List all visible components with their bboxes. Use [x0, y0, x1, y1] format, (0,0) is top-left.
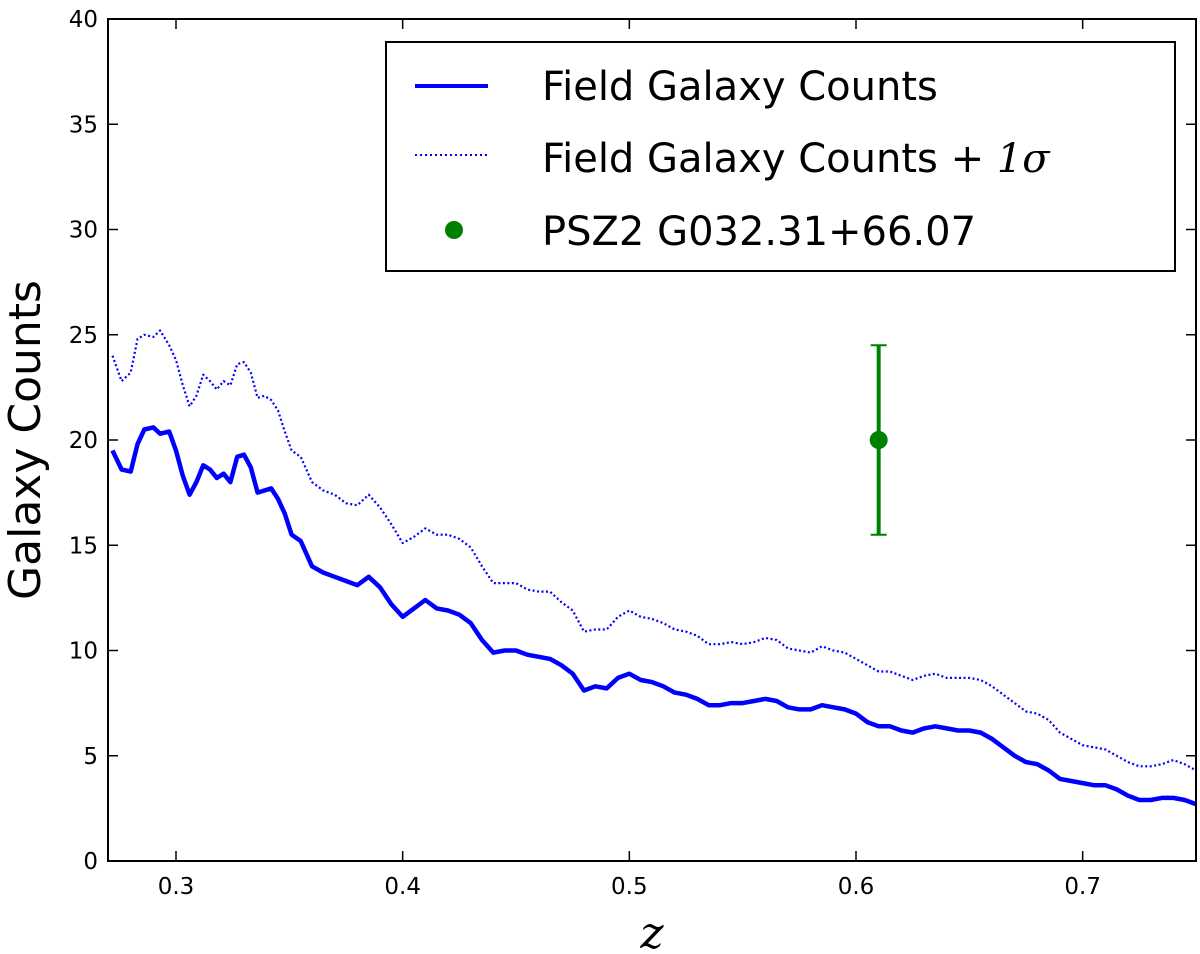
y-tick-label: 10: [69, 639, 98, 665]
x-tick-label: 0.7: [1064, 874, 1101, 900]
legend-entry-field-counts: Field Galaxy Counts: [542, 64, 938, 110]
y-axis-label: Galaxy Counts: [0, 280, 51, 600]
y-tick-label: 0: [83, 849, 98, 875]
legend-entry-field-counts-plus-sigma: Field Galaxy Counts + 1σ: [542, 136, 1051, 182]
legend-entry-2-prefix: Field Galaxy Counts +: [542, 136, 997, 182]
legend-entry-2-math: 1σ: [997, 136, 1051, 182]
legend-marker-swatch: [445, 221, 463, 239]
x-axis-label: z: [639, 908, 664, 954]
plot-frame: [107, 18, 1197, 862]
x-tick-label: 0.4: [384, 874, 421, 900]
axis-ticks: 0.3 0.4 0.5 0.6 0.7 0 5 10 15 20 25 30 35 40: [69, 7, 1196, 900]
series-line-field-counts: [110, 425, 1196, 807]
legend-box: [385, 41, 1176, 272]
cluster-data-point: [869, 431, 888, 449]
y-tick-label: 20: [69, 428, 98, 454]
y-tick-label: 5: [83, 744, 98, 770]
series-line-plus-sigma: [111, 329, 1196, 772]
legend-entry-cluster: PSZ2 G032.31+66.07: [542, 209, 976, 255]
x-tick-label: 0.3: [158, 874, 195, 900]
y-tick-label: 15: [69, 533, 98, 559]
y-tick-label: 40: [69, 7, 98, 33]
y-tick-label: 25: [69, 323, 98, 349]
x-tick-label: 0.5: [611, 874, 648, 900]
y-tick-label: 35: [69, 112, 98, 138]
x-tick-label: 0.6: [838, 874, 875, 900]
legend: Field Galaxy Counts Field Galaxy Counts …: [385, 41, 1176, 272]
y-tick-label: 30: [69, 218, 98, 244]
plot-area: [110, 329, 1196, 807]
